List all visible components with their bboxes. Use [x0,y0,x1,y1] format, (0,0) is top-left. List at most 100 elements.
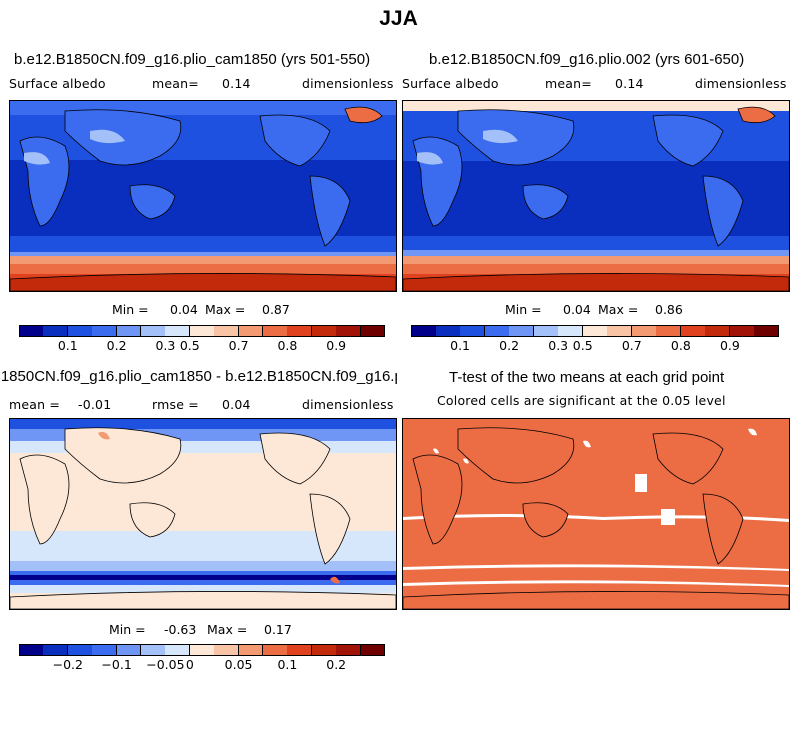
colorbar-segment [460,325,486,337]
panel3-title: b.e12.B1850CN.f09_g16.plio_cam1850 - b.e… [0,368,397,385]
colorbar-segment [116,325,142,337]
panel2-variable: Surface albedo [402,76,499,91]
panel3-min-label: Min = [109,622,146,637]
colorbar-segment [680,325,706,337]
panel1-min-value: 0.04 [170,302,198,317]
panel3-mean-label: mean = [9,397,61,412]
colorbar-segment [484,325,510,337]
panel2-units: dimensionless [695,76,787,91]
panel1-max-value: 0.87 [262,302,290,317]
panel4-map [402,418,790,610]
panel1-min-label: Min = [112,302,149,317]
panel2-max-value: 0.86 [655,302,683,317]
colorbar-tick-label: 0 [185,657,194,672]
colorbar-segment [411,325,437,337]
panel3-map [9,418,397,610]
colorbar-tick-label: −0.1 [101,657,132,672]
colorbar-segment [533,325,559,337]
colorbar-tick-label: −0.2 [52,657,83,672]
panel2-colorbar: 0.1 0.2 0.3 0.5 0.7 0.8 0.9 [411,325,780,353]
colorbar-segment [214,325,240,337]
colorbar-segment [336,644,362,656]
panel3-min-value: -0.63 [164,622,197,637]
panel2-title: b.e12.B1850CN.f09_g16.plio.002 (yrs 601-… [429,51,745,68]
colorbar-segment [287,325,313,337]
colorbar-tick-label: 0.05 [224,657,253,672]
colorbar-segment [287,644,313,656]
colorbar-segment [729,325,755,337]
colorbar-frame [411,325,779,337]
panel2-mean-value: 0.14 [615,76,644,91]
colorbar-segment [360,644,386,656]
panel4-map-svg [403,419,789,609]
colorbar-segment [165,325,191,337]
colorbar-tick-label: 0.5 [572,338,593,353]
colorbar-segment [582,325,608,337]
panel2-map [402,100,790,292]
colorbar-segment [509,325,535,337]
colorbar-frame [19,325,385,337]
colorbar-tick-label: 0.2 [106,338,127,353]
colorbar-tick-label: 0.5 [179,338,200,353]
panel2-max-label: Max = [598,302,639,317]
colorbar-segment [92,325,118,337]
colorbar-tick-label: 0.2 [499,338,520,353]
colorbar-tick-label: 0.7 [228,338,249,353]
colorbar-segment [238,325,264,337]
panel3-rmse-value: 0.04 [222,397,251,412]
colorbar-segment [43,644,69,656]
panel1-variable: Surface albedo [9,76,106,91]
colorbar-segment [238,644,264,656]
colorbar-segment [754,325,780,337]
panel3-colorbar: −0.2 −0.1 −0.05 0 0.05 0.1 0.2 [19,644,386,672]
colorbar-segment [116,644,142,656]
colorbar-segment [558,325,584,337]
colorbar-segment [435,325,461,337]
colorbar-segment [360,325,386,337]
colorbar-tick-label: 0.1 [450,338,471,353]
panel3-map-svg [10,419,396,609]
colorbar-tick-label: 0.7 [621,338,642,353]
colorbar-segment [607,325,633,337]
panel3-mean-value: -0.01 [78,397,112,412]
colorbar-segment [43,325,69,337]
panel3-max-label: Max = [207,622,248,637]
panel3-max-value: 0.17 [264,622,292,637]
panel1-title: b.e12.B1850CN.f09_g16.plio_cam1850 (yrs … [14,51,371,68]
panel2-map-svg [403,101,789,291]
panel2-min-label: Min = [505,302,542,317]
colorbar-segment [214,644,240,656]
colorbar-segment [656,325,682,337]
panel1-colorbar: 0.1 0.2 0.3 0.5 0.7 0.8 0.9 [19,325,386,353]
colorbar-segment [336,325,362,337]
colorbar-segment [92,644,118,656]
colorbar-tick-label: 0.9 [719,338,740,353]
panel1-map [9,100,397,292]
colorbar-segment [165,644,191,656]
figure-title: JJA [379,7,418,30]
panel2-min-value: 0.04 [563,302,591,317]
colorbar-tick-label: 0.8 [277,338,298,353]
colorbar-tick-label: 0.9 [326,338,347,353]
panel4-title: T-test of the two means at each grid poi… [449,369,725,386]
panel1-max-label: Max = [205,302,246,317]
panel1-units: dimensionless [302,76,394,91]
colorbar-tick-label: 0.3 [155,338,176,353]
colorbar-tick-label: −0.05 [146,657,185,672]
panel3-title-clip: b.e12.B1850CN.f09_g16.plio_cam1850 - b.e… [0,368,397,390]
colorbar-tick-label: 0.1 [277,657,298,672]
colorbar-tick-label: 0.8 [670,338,691,353]
panel1-map-svg [10,101,396,291]
colorbar-tick-label: 0.2 [326,657,347,672]
colorbar-segment [705,325,731,337]
panel3-rmse-label: rmse = [152,397,199,412]
panel4-subtitle: Colored cells are significant at the 0.0… [437,393,726,408]
colorbar-tick-label: 0.1 [57,338,78,353]
panel1-mean-label: mean= [152,76,199,91]
panel1-mean-value: 0.14 [222,76,251,91]
colorbar-frame [19,644,385,656]
colorbar-tick-label: 0.3 [548,338,569,353]
colorbar-segment [631,325,657,337]
panel2-mean-label: mean= [545,76,592,91]
panel3-units: dimensionless [302,397,394,412]
